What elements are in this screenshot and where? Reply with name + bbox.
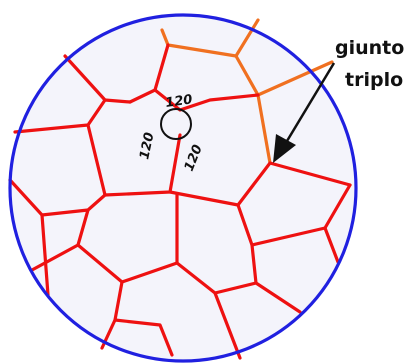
- grain-edge: [30, 243, 80, 272]
- grain-network: [8, 18, 352, 360]
- grain-edge: [113, 318, 174, 357]
- angle-marker-circle: [160, 108, 192, 140]
- grain-edge-upper: [256, 93, 272, 165]
- grain-edge-upper: [160, 18, 260, 58]
- callout-label-line1: giunto: [335, 37, 404, 59]
- callout-label-line2: triplo: [345, 69, 403, 91]
- grain-edge: [86, 123, 182, 197]
- angle-label-top: 120: [164, 92, 193, 111]
- specimen-boundary: [8, 13, 358, 363]
- grain-edge: [40, 213, 50, 297]
- grain-edge: [323, 226, 340, 264]
- grain-edge: [8, 178, 107, 217]
- callout-arrow: [273, 62, 336, 163]
- grain-edge: [153, 88, 260, 112]
- grain-region: [10, 15, 356, 361]
- angle-label-left: 120: [137, 131, 157, 161]
- grain-edge: [168, 161, 352, 207]
